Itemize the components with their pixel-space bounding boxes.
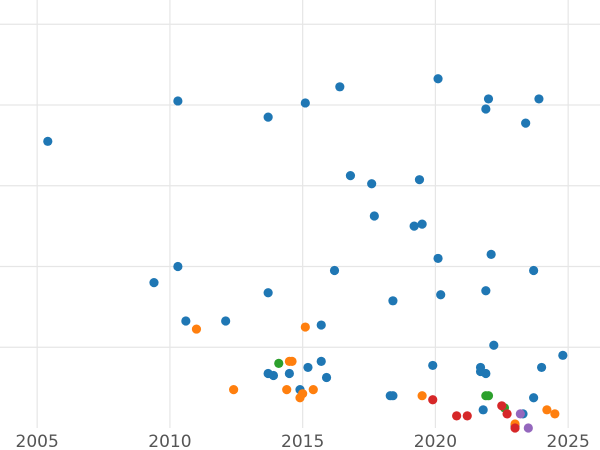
- data-point: [149, 278, 159, 288]
- data-point: [181, 316, 191, 326]
- data-point: [523, 423, 533, 433]
- data-point: [282, 385, 292, 395]
- data-point: [274, 358, 284, 368]
- x-tick-label: 2015: [281, 432, 324, 450]
- grid-lines: [0, 0, 600, 428]
- x-tick-label: 2010: [148, 432, 191, 450]
- data-point: [329, 265, 340, 276]
- data-point: [428, 395, 438, 405]
- data-point: [481, 368, 491, 379]
- data-point: [433, 253, 443, 264]
- data-point: [428, 360, 438, 371]
- data-point: [433, 74, 443, 84]
- data-point: [452, 411, 462, 421]
- data-point: [536, 362, 547, 373]
- data-point: [481, 286, 491, 296]
- data-point: [521, 118, 531, 128]
- data-point: [300, 98, 310, 108]
- data-point: [497, 401, 507, 411]
- data-point: [263, 288, 273, 298]
- data-point: [483, 391, 494, 401]
- data-point: [229, 385, 239, 395]
- data-point: [436, 290, 446, 300]
- data-point: [173, 96, 183, 106]
- data-point: [173, 261, 183, 272]
- data-point: [191, 324, 202, 334]
- x-tick-label: 2020: [414, 432, 457, 450]
- data-point: [345, 171, 356, 181]
- data-point: [414, 175, 425, 185]
- data-point: [483, 94, 494, 104]
- data-point: [284, 368, 294, 379]
- data-point: [316, 320, 326, 330]
- data-point: [335, 82, 345, 92]
- data-point: [388, 391, 398, 401]
- data-point: [462, 411, 472, 421]
- data-point: [287, 356, 297, 366]
- x-tick-label: 2005: [16, 432, 59, 450]
- data-point: [481, 104, 491, 114]
- data-point: [478, 405, 488, 415]
- data-point: [417, 391, 427, 401]
- x-tick-labels: 2005 2010 2015 2020 2025: [16, 432, 590, 450]
- data-point: [529, 393, 539, 403]
- data-point: [43, 136, 53, 146]
- data-point: [367, 179, 377, 189]
- data-point: [486, 249, 496, 259]
- data-point: [369, 211, 379, 221]
- data-point: [409, 221, 419, 231]
- data-point: [515, 409, 525, 419]
- data-point: [417, 219, 427, 229]
- data-point: [321, 372, 332, 383]
- data-point: [221, 316, 231, 326]
- data-point: [542, 405, 552, 415]
- data-point: [300, 322, 310, 332]
- data-point: [295, 393, 305, 403]
- data-point: [303, 362, 313, 373]
- data-point: [263, 112, 273, 122]
- data-point: [534, 94, 544, 104]
- data-point: [558, 350, 568, 360]
- data-point: [529, 265, 539, 276]
- data-point: [308, 385, 318, 395]
- data-point: [489, 340, 499, 350]
- data-point: [268, 370, 279, 381]
- data-point: [502, 409, 512, 419]
- data-point: [388, 296, 398, 306]
- data-point: [550, 409, 560, 419]
- data-point: [316, 356, 326, 366]
- x-tick-label: 2025: [547, 432, 590, 450]
- data-point: [510, 423, 520, 433]
- data-points: [43, 74, 568, 433]
